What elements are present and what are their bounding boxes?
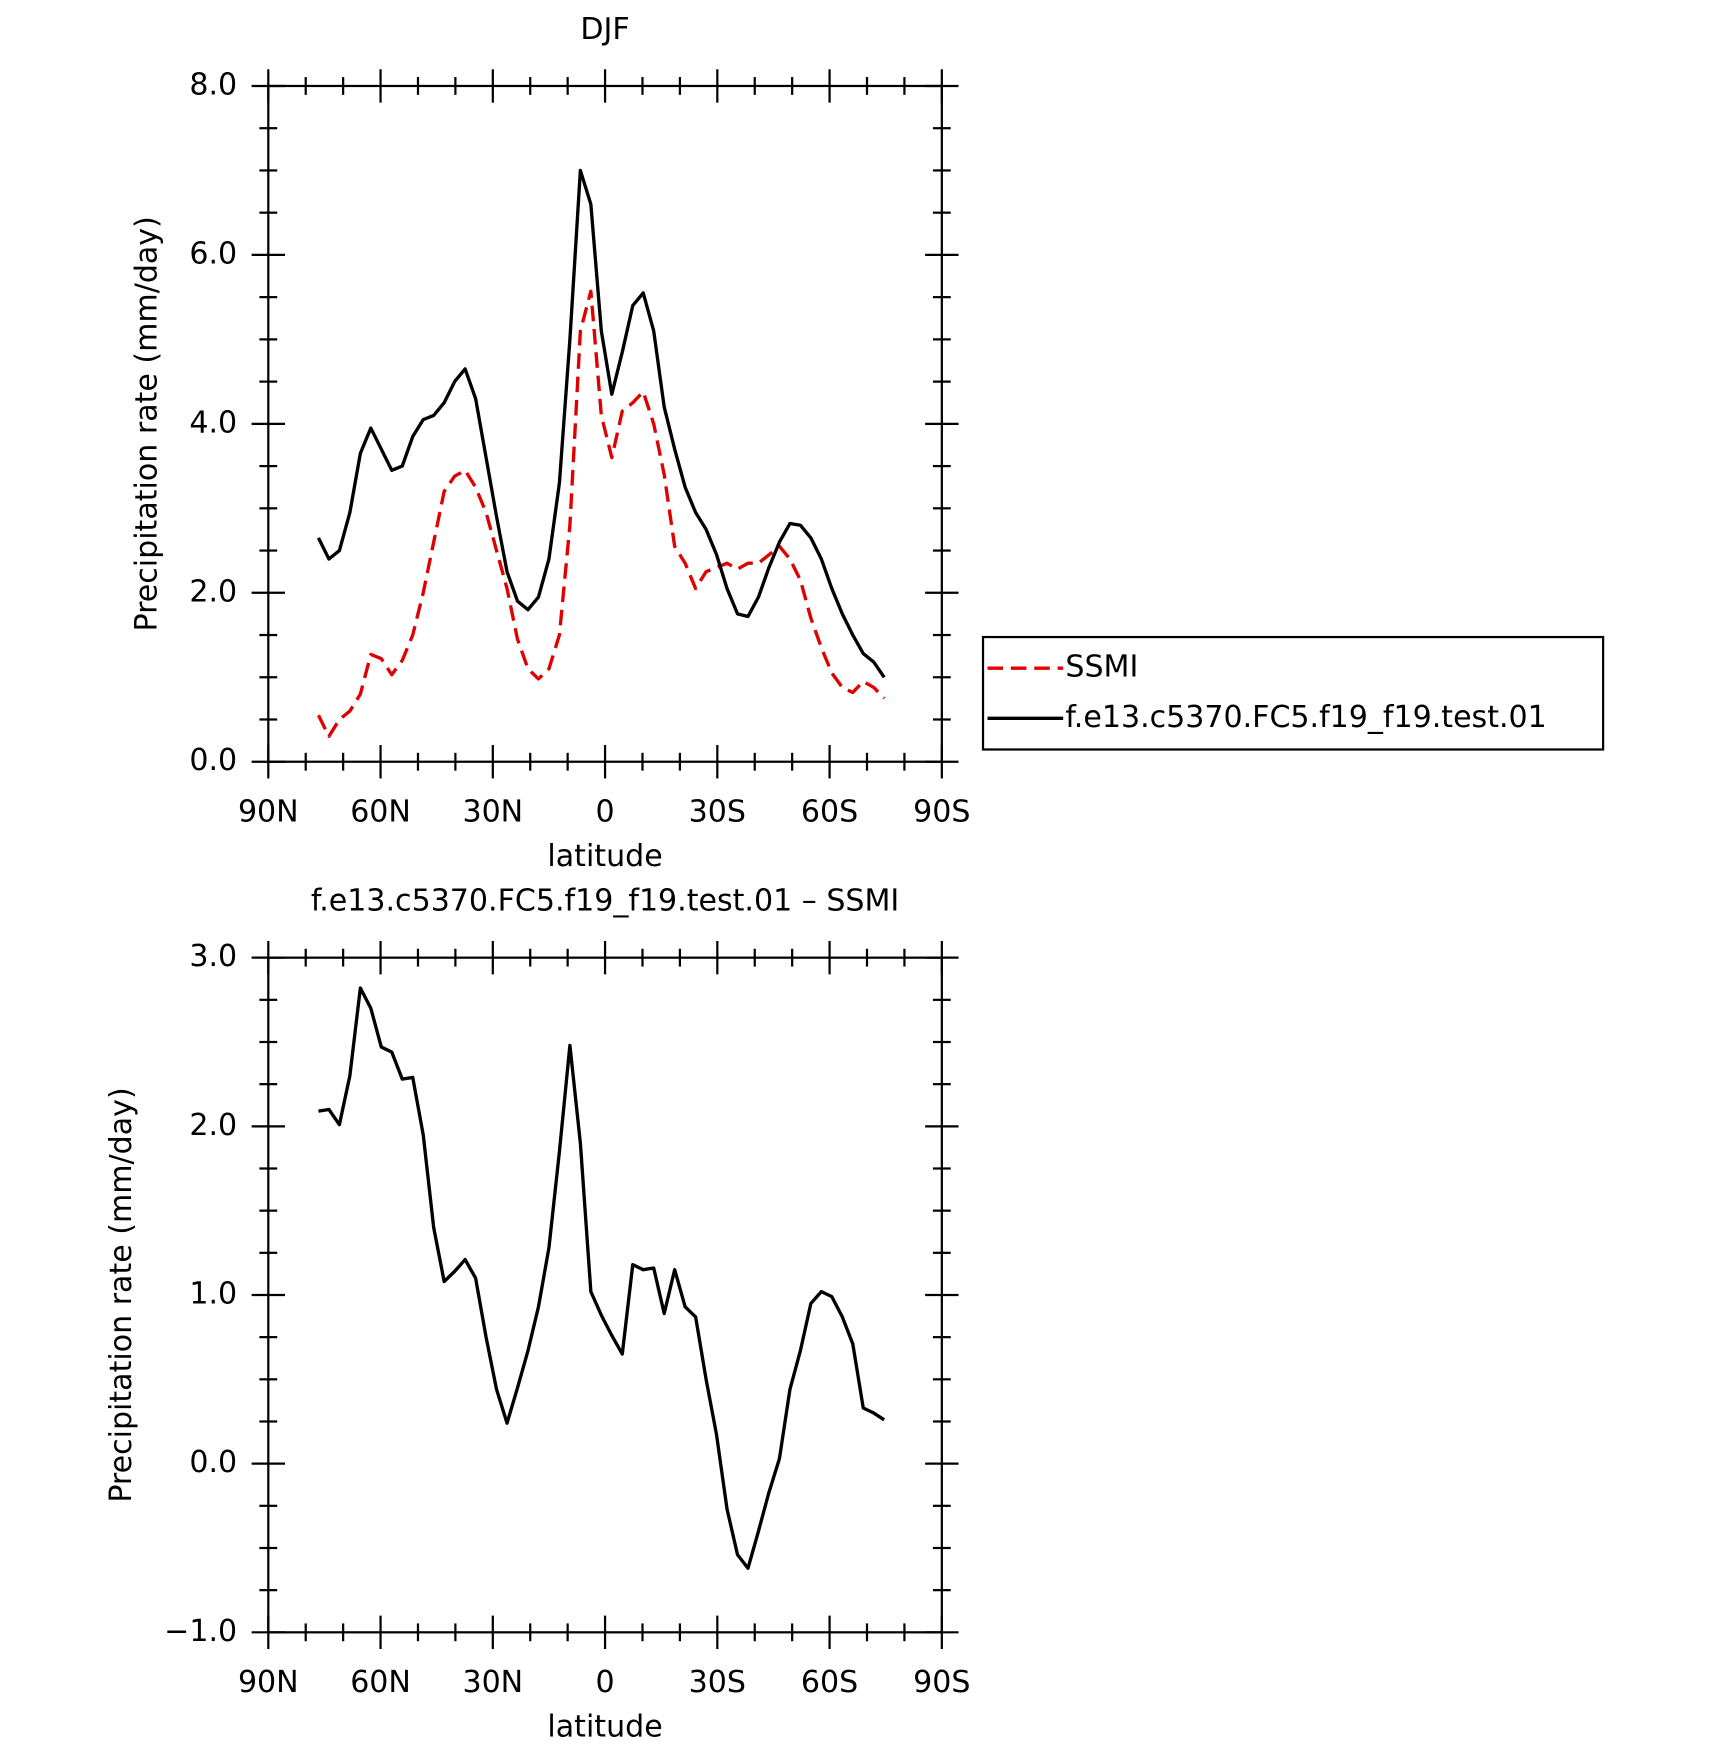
- data-line: [318, 986, 886, 1570]
- x-tick-label: 90N: [238, 1665, 299, 1700]
- x-tick-label: 30S: [689, 1665, 746, 1700]
- y-tick-label: 3.0: [189, 939, 237, 974]
- plot-frame: [267, 956, 943, 1634]
- y-tick-label: 4.0: [189, 405, 237, 440]
- y-tick-label: −1.0: [164, 1614, 237, 1649]
- data-line: [316, 289, 886, 739]
- y-tick-label: 0.0: [189, 1445, 237, 1480]
- x-tick-label: 90S: [913, 1665, 970, 1700]
- x-axis-label: latitude: [547, 1710, 662, 1745]
- x-tick-label: 60N: [350, 1665, 411, 1700]
- y-axis-label: Precipitation rate (mm/day): [130, 216, 165, 631]
- x-axis-label: latitude: [547, 839, 662, 874]
- x-tick-label: 30S: [689, 794, 746, 829]
- x-tick-label: 60S: [801, 1665, 858, 1700]
- y-tick-label: 6.0: [189, 236, 237, 271]
- data-line: [316, 168, 886, 679]
- x-tick-label: 30N: [462, 1665, 523, 1700]
- y-tick-label: 8.0: [189, 67, 237, 102]
- x-tick-label: 30N: [462, 794, 523, 829]
- y-axis-label: Precipitation rate (mm/day): [104, 1087, 139, 1502]
- x-tick-label: 90N: [238, 794, 299, 829]
- legend-label: f.e13.c5370.FC5.f19_f19.test.01: [1065, 700, 1546, 735]
- y-tick-label: 1.0: [189, 1276, 237, 1311]
- x-tick-label: 90S: [913, 794, 970, 829]
- chart-title: DJF: [580, 12, 629, 47]
- x-tick-label: 60S: [801, 794, 858, 829]
- x-tick-label: 0: [596, 1665, 615, 1700]
- y-tick-label: 0.0: [189, 743, 237, 778]
- x-tick-label: 60N: [350, 794, 411, 829]
- y-tick-label: 2.0: [189, 574, 237, 609]
- legend-box: [981, 635, 1605, 751]
- chart-title: f.e13.c5370.FC5.f19_f19.test.01 – SSMI: [311, 884, 899, 919]
- legend-label: SSMI: [1065, 650, 1138, 685]
- x-tick-label: 0: [596, 794, 615, 829]
- y-tick-label: 2.0: [189, 1108, 237, 1143]
